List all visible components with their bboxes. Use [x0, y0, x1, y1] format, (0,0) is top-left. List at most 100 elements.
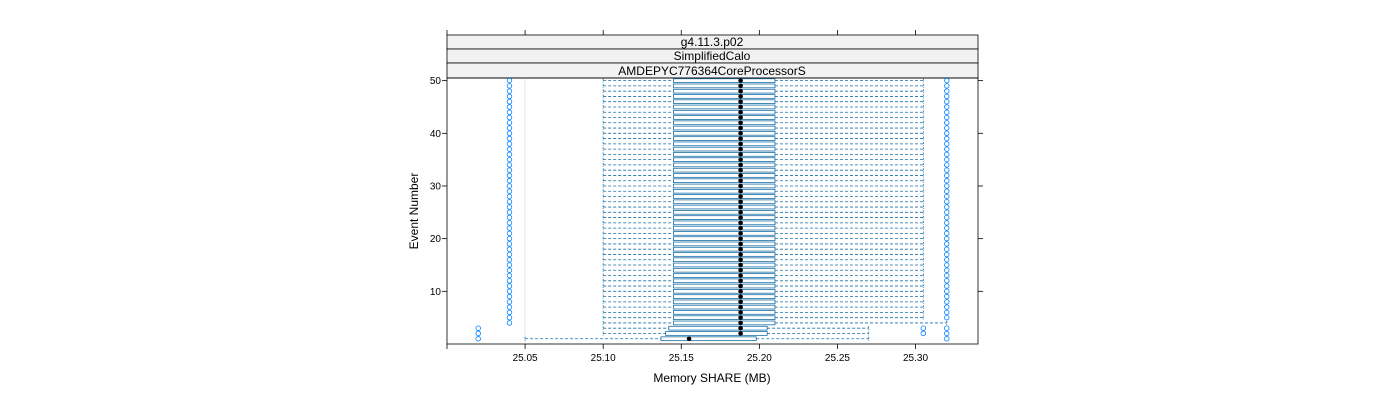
median-point [738, 83, 743, 89]
outlier-point [944, 172, 950, 179]
outlier-point [475, 325, 481, 331]
box-event-10 [506, 288, 950, 295]
box-group [475, 77, 950, 342]
box [673, 215, 776, 220]
outlier-point [506, 178, 513, 184]
box [673, 320, 776, 326]
outlier-point [944, 162, 950, 168]
strip-3-text: AMDEPYC776364CoreProcessorS [618, 64, 805, 78]
box-event-28 [506, 193, 950, 200]
x-tick-label: 25.10 [591, 353, 616, 364]
box [673, 310, 776, 315]
x-tick-label: 25.05 [513, 353, 538, 364]
box [673, 152, 776, 157]
outlier-point [506, 314, 513, 321]
outlier-point [506, 204, 513, 210]
plot-panel [446, 77, 979, 345]
strip-2-text: SimplifiedCalo [674, 49, 751, 63]
outlier-point [920, 330, 927, 337]
box [673, 120, 776, 126]
y-tick-label: 40 [430, 129, 442, 140]
outlier-point [506, 241, 513, 247]
median-point [738, 289, 743, 294]
outlier-point [944, 314, 950, 321]
box-event-13 [506, 272, 950, 279]
box [673, 178, 776, 184]
box-event-49 [506, 83, 950, 89]
outlier-point [944, 178, 950, 184]
box-event-29 [506, 188, 950, 194]
x-tick-label: 25.25 [825, 353, 850, 364]
box [673, 278, 776, 284]
box [673, 225, 776, 231]
median-point [738, 231, 743, 236]
y-tick-label: 10 [430, 287, 442, 298]
outlier-point [506, 99, 513, 105]
box [673, 194, 776, 199]
outlier-point [506, 209, 513, 216]
median-point [738, 267, 743, 273]
box-event-18 [506, 246, 950, 252]
box-event-6 [506, 309, 950, 316]
outlier-point [506, 225, 513, 231]
outlier-point [506, 230, 513, 237]
box [673, 283, 776, 289]
outlier-point [506, 257, 513, 263]
median-point [738, 204, 743, 210]
outlier-point [944, 257, 950, 263]
outlier-point [944, 330, 950, 337]
median-point [738, 178, 743, 184]
outlier-point [944, 141, 950, 147]
median-point [738, 173, 743, 178]
box-event-14 [506, 267, 950, 273]
outlier-point [944, 104, 950, 110]
outlier-point [506, 83, 513, 89]
box [673, 252, 776, 257]
outlier-point [506, 183, 513, 189]
outlier-point [944, 299, 950, 305]
box [673, 262, 776, 268]
y-axis-label: Event Number [407, 173, 421, 250]
median-point [738, 141, 743, 147]
median-point [738, 273, 743, 278]
median-point [738, 325, 743, 331]
median-point [738, 241, 743, 247]
outlier-point [506, 214, 513, 221]
outlier-point [506, 278, 513, 284]
box [673, 257, 776, 263]
outlier-point [944, 235, 950, 242]
median-point [738, 262, 743, 268]
median-point [738, 304, 743, 310]
box [673, 136, 776, 141]
outlier-point [944, 204, 950, 210]
box [673, 173, 776, 178]
outlier-point [506, 146, 513, 152]
outlier-point [506, 120, 513, 126]
box [673, 115, 776, 120]
x-tick-label: 25.20 [747, 353, 772, 364]
median-point [738, 315, 743, 320]
box [673, 315, 776, 320]
outlier-point [944, 293, 950, 300]
box-event-42 [506, 120, 950, 126]
outlier-point [506, 199, 513, 205]
box [673, 220, 776, 226]
box [673, 125, 776, 131]
outlier-point [944, 120, 950, 126]
median-point [738, 162, 743, 168]
outlier-point [506, 262, 513, 268]
median-point [738, 183, 743, 189]
median-point [738, 283, 743, 289]
outlier-point [506, 283, 513, 289]
box-event-41 [506, 125, 950, 131]
outlier-point [944, 193, 950, 200]
outlier-point [944, 251, 950, 258]
median-point [738, 278, 743, 284]
median-point [738, 167, 743, 173]
outlier-point [944, 288, 950, 295]
outlier-point [944, 135, 950, 142]
box-event-32 [506, 172, 950, 179]
outlier-point [506, 235, 513, 242]
x-axis-label: Memory SHARE (MB) [653, 371, 770, 385]
